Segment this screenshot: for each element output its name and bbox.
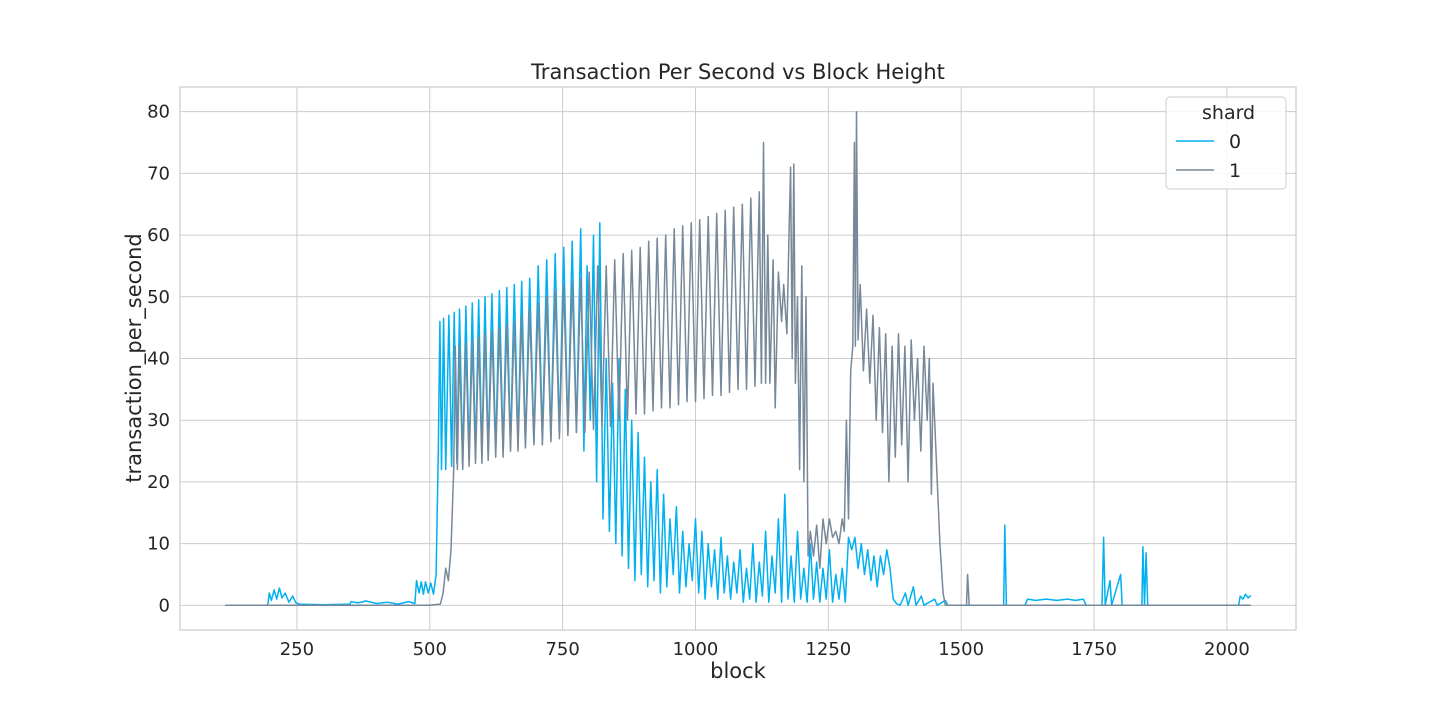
y-tick-labels: 0 10 20 30 40 50 60 70 80 — [147, 102, 170, 617]
y-tick-label: 50 — [147, 287, 170, 308]
x-axis-label: block — [710, 659, 767, 683]
x-tick-label: 500 — [413, 639, 447, 660]
x-tick-label: 1000 — [673, 639, 719, 660]
y-tick-label: 0 — [159, 595, 170, 616]
legend-box — [1165, 96, 1287, 190]
y-tick-label: 20 — [147, 472, 170, 493]
series-line-shard-0 — [225, 222, 1252, 607]
y-tick-label: 10 — [147, 534, 170, 555]
x-tick-label: 250 — [280, 639, 314, 660]
y-tick-label: 30 — [147, 410, 170, 431]
y-tick-label: 80 — [147, 102, 170, 123]
legend: shard 0 1 — [1165, 96, 1287, 190]
y-axis-label: transaction_per_second — [122, 233, 147, 482]
legend-title: shard — [1202, 102, 1255, 124]
x-tick-label: 1250 — [805, 639, 851, 660]
y-tick-label: 60 — [147, 225, 170, 246]
x-tick-label: 2000 — [1204, 639, 1250, 660]
chart-title: Transaction Per Second vs Block Height — [530, 60, 945, 84]
series-line-shard-1 — [225, 110, 1251, 607]
y-tick-label: 70 — [147, 163, 170, 184]
x-tick-label: 1750 — [1071, 639, 1117, 660]
legend-entry-shard-0: 0 — [1229, 131, 1241, 153]
x-tick-label: 1500 — [938, 639, 984, 660]
x-tick-label: 750 — [545, 639, 579, 660]
y-tick-label: 40 — [147, 349, 170, 370]
x-tick-labels: 250 500 750 1000 1250 1500 1750 2000 — [280, 639, 1250, 660]
series-layer — [225, 110, 1252, 607]
legend-entry-shard-1: 1 — [1229, 160, 1241, 182]
plot-frame — [179, 86, 1297, 631]
